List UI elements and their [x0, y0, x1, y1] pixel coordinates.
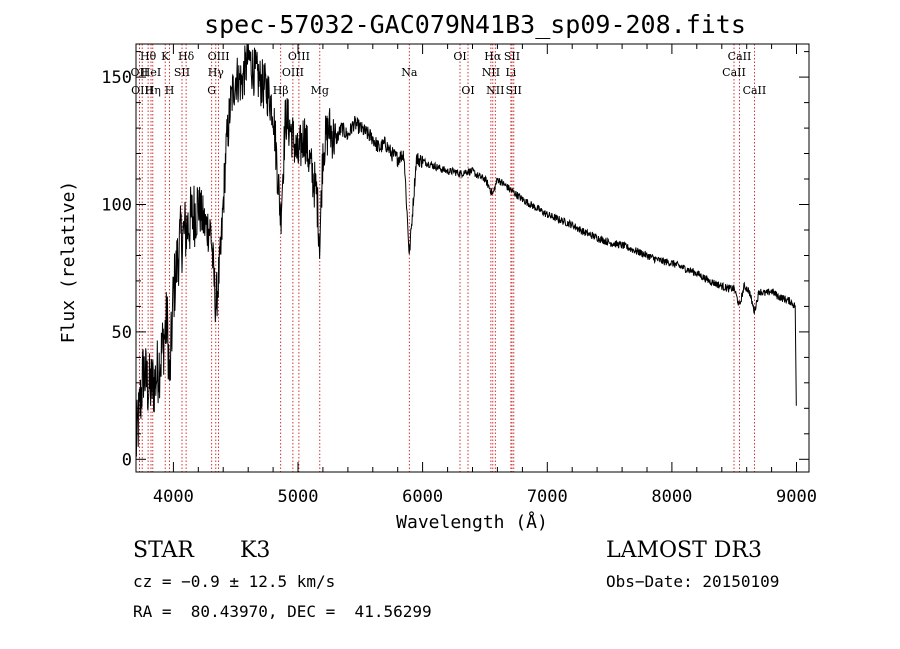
line-marker-label-11: G [207, 84, 216, 97]
spectrum-line [135, 44, 797, 457]
line-marker-label-1: OII [131, 66, 149, 79]
x-tick-label-8000: 8000 [651, 487, 692, 507]
line-marker-label-23: Li [505, 66, 516, 79]
line-marker-label-8: Hδ [178, 50, 195, 63]
line-marker-label-7: H [165, 84, 175, 97]
y-tick-label-100: 100 [101, 196, 132, 216]
x-tick-label-7000: 7000 [527, 487, 568, 507]
x-tick-label-9000: 9000 [776, 487, 817, 507]
line-marker-label-14: OIII [282, 66, 304, 79]
object-subclass: K3 [240, 538, 271, 563]
chart-title: spec-57032-GAC079N41B3_sp09-208.fits [204, 10, 746, 39]
line-marker-label-15: Mg [311, 84, 329, 97]
survey-name: LAMOST DR3 [606, 538, 762, 563]
y-tick-label-50: 50 [112, 323, 132, 343]
redshift-readout: cz = −0.9 ± 12.5 km/s [133, 572, 336, 591]
line-marker-label-9: OIII [208, 50, 230, 63]
x-tick-label-5000: 5000 [278, 487, 319, 507]
line-marker-label-24: SII [506, 84, 522, 97]
x-axis-ticks: 4000 5000 6000 7000 8000 9000 [153, 44, 817, 507]
line-marker-label-5: K [161, 50, 170, 63]
line-marker-label-18: OI [461, 84, 474, 97]
line-marker-label-25: CaII [728, 50, 752, 63]
line-marker-label-10: Hγ [208, 66, 225, 79]
line-marker-label-27: CaII [743, 84, 767, 97]
x-tick-label-6000: 6000 [402, 487, 443, 507]
line-marker-label-21: NII [486, 84, 504, 97]
y-tick-label-0: 0 [122, 450, 132, 470]
x-tick-label-4000: 4000 [153, 487, 194, 507]
line-marker-label-0: Hθ [140, 50, 157, 63]
line-marker-label-20: NII [482, 66, 500, 79]
line-marker-label-2: HeI [141, 66, 161, 79]
line-marker-label-13: OIII [288, 50, 310, 63]
x-axis-label: Wavelength (Å) [396, 511, 548, 533]
line-marker-label-17: OI [453, 50, 466, 63]
line-marker-label-6: SII [174, 66, 190, 79]
line-marker-label-26: CaII [722, 66, 746, 79]
line-marker-label-16: Na [401, 66, 418, 79]
line-marker-label-4: Hη [145, 84, 161, 97]
observation-date: Obs−Date: 20150109 [606, 572, 780, 591]
y-tick-label-150: 150 [101, 68, 132, 88]
coordinates-readout: RA = 80.43970, DEC = 41.56299 [133, 602, 432, 621]
line-marker-label-12: Hβ [273, 84, 289, 97]
line-marker-label-3: OIII [131, 84, 153, 97]
object-class: STAR [133, 538, 194, 563]
line-marker-label-22: SII [504, 50, 520, 63]
plot-frame [135, 43, 810, 473]
y-axis-label: Flux (relative) [58, 181, 79, 344]
line-marker-label-19: Hα [484, 50, 502, 63]
y-axis-ticks: 0 50 100 150 [101, 51, 809, 470]
